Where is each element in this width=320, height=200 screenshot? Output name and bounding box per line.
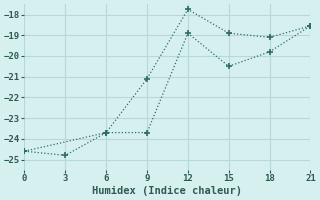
X-axis label: Humidex (Indice chaleur): Humidex (Indice chaleur) [92,186,243,196]
